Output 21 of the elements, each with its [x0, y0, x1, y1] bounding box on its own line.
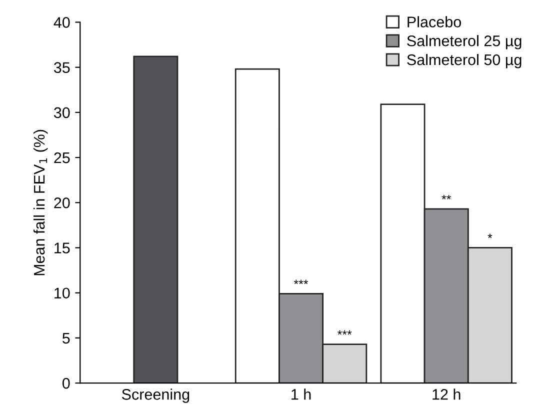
annotation: **	[442, 194, 452, 200]
x-tick-label: Screening	[122, 388, 190, 403]
y-tick-label: 30	[54, 107, 70, 118]
y-axis-title: Mean fall in FEV$_{1}$ (%)	[33, 130, 48, 276]
x-tick-label: 12 h	[432, 388, 460, 400]
x-tick-label: 1 h	[292, 388, 311, 400]
y-tick-label: 35	[54, 62, 70, 73]
legend-label: Placebo	[408, 16, 461, 28]
annotation: ***	[338, 330, 352, 335]
bar	[133, 56, 178, 384]
y-tick-label: 5	[62, 332, 70, 344]
legend-label: Salmeterol 50 µg	[407, 54, 522, 68]
y-tick-label: 10	[54, 288, 70, 299]
y-tick-label: 0	[62, 378, 70, 389]
annotation: *	[488, 234, 492, 238]
legend-label: Salmeterol 25 µg	[407, 35, 522, 50]
y-tick-label: 20	[54, 197, 70, 208]
y-tick-label: 40	[54, 17, 70, 28]
y-tick-label: 15	[54, 242, 70, 254]
annotation: ***	[294, 280, 308, 284]
y-tick-label: 25	[54, 152, 70, 164]
